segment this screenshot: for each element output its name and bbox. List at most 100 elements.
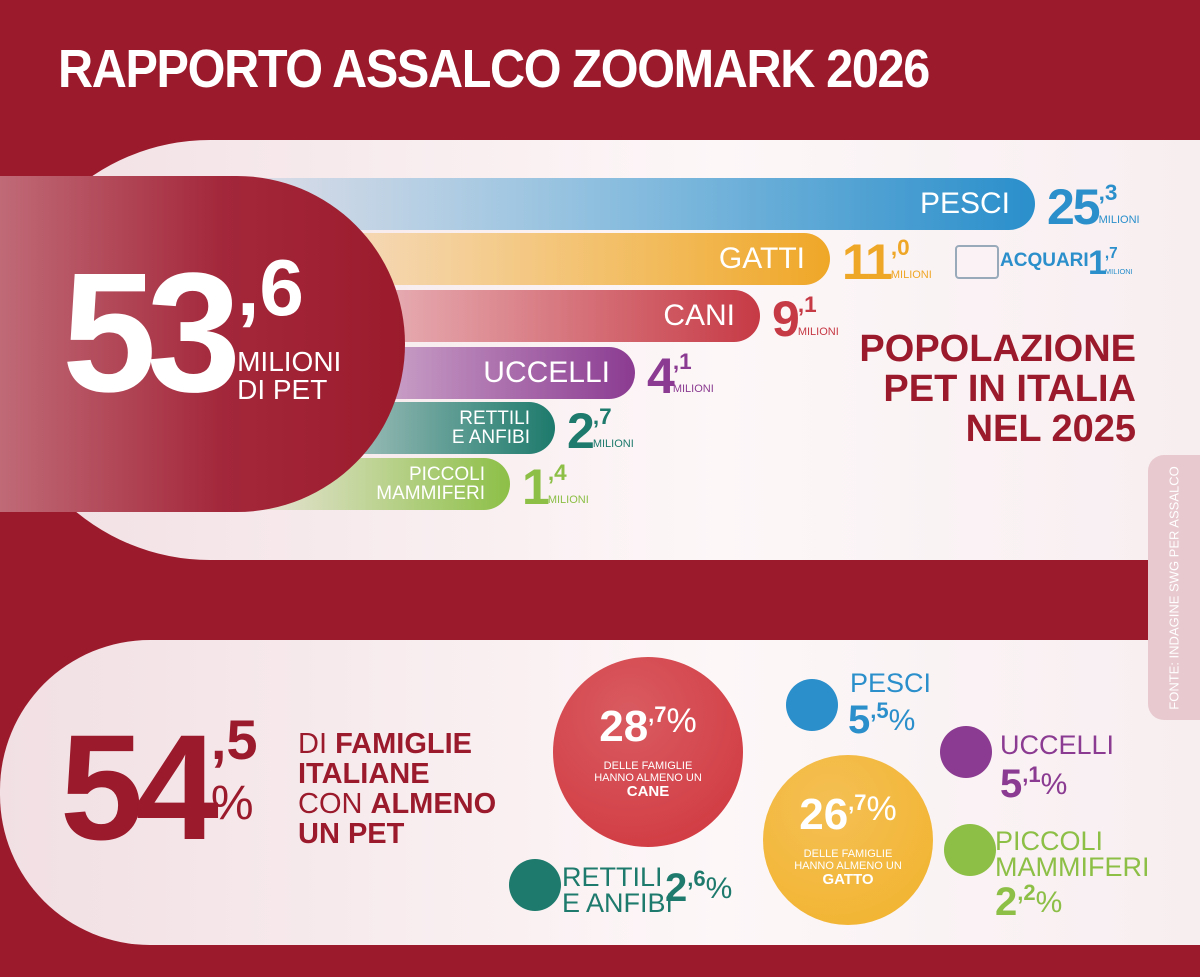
value-side: ,7 MILIONI: [1105, 246, 1133, 276]
circle-percent: %: [866, 790, 897, 829]
families-line: CON ALMENO: [298, 788, 496, 821]
value-whole: 4: [647, 348, 675, 404]
value-decimal: ,3: [1098, 180, 1118, 205]
small-label: MAMMIFERI: [995, 852, 1150, 882]
title: RAPPORTO ASSALCO ZOOMARK 2026: [58, 39, 930, 99]
small-value: 2,6%: [665, 866, 732, 911]
value-whole: 9: [772, 291, 800, 347]
bar-label: PESCI: [260, 178, 1010, 230]
small-decimal: ,6: [687, 866, 706, 891]
families-text: ALMENO: [370, 788, 497, 820]
small-icon: [940, 726, 992, 778]
small-whole: 5: [1000, 762, 1023, 806]
circle-whole: 28: [599, 702, 649, 752]
total-side: ,6 MILIONI DI PET: [237, 248, 341, 404]
value-unit: MILIONI: [890, 268, 932, 281]
value-whole: 2: [567, 403, 595, 459]
circle-value: 26,7%: [799, 790, 897, 840]
bar-label: PICCOLI MAMMIFERI: [260, 458, 485, 510]
value: 1,4 MILIONI: [522, 460, 589, 512]
small-value: 5,5%: [848, 698, 915, 743]
small-label: PESCI: [850, 668, 932, 698]
small-icon: [944, 824, 996, 876]
families-text: ITALIANE: [298, 758, 430, 790]
population-title: POPOLAZIONE: [859, 328, 1136, 370]
value-decimal: ,4: [547, 460, 567, 485]
circle-caption: DELLE FAMIGLIE: [803, 847, 893, 860]
small-label: RETTILI: [562, 862, 663, 892]
circle-animal: GATTO: [822, 871, 874, 889]
value-decimal: ,7: [1104, 245, 1118, 262]
bar-label: CANI: [260, 290, 735, 342]
value: 2,7 MILIONI: [567, 403, 634, 459]
total-whole: 53: [62, 238, 241, 428]
value: 11,0 MILIONI: [842, 234, 932, 290]
value-side: ,1 MILIONI: [797, 292, 839, 338]
bar-label: UCCELLI: [260, 347, 610, 399]
families-text: UN PET: [298, 818, 405, 850]
small-value: 5,1%: [1000, 762, 1067, 807]
circle-decimal: ,7: [848, 790, 867, 816]
small-decimal: ,2: [1017, 880, 1036, 905]
value-whole: 1: [1088, 244, 1107, 282]
value-decimal: ,7: [592, 404, 612, 429]
value-whole: 25: [1047, 179, 1101, 235]
small-whole: 5: [848, 698, 871, 742]
families-text: FAMIGLIE: [335, 728, 473, 760]
bar-label-line: GATTI: [718, 242, 805, 275]
value-decimal: ,0: [890, 235, 910, 260]
families-whole: 54: [60, 703, 219, 871]
bar-label-line: CANI: [663, 299, 735, 332]
bar-label: RETTILI E ANFIBI: [260, 402, 530, 454]
population-title: PET IN ITALIA: [883, 368, 1136, 410]
small-label: PICCOLI: [995, 826, 1104, 856]
bar: [260, 178, 1035, 230]
bar-label: GATTI: [260, 233, 805, 285]
small-label: E ANFIBI: [562, 888, 674, 918]
families-side: ,5%: [211, 712, 258, 828]
circle-caption: HANNO ALMENO UN: [794, 859, 902, 872]
circle-value: 28,7%: [599, 702, 697, 752]
value-unit: MILIONI: [547, 493, 589, 506]
value: 1,7 MILIONI: [1088, 246, 1133, 280]
source-box: [1148, 455, 1200, 720]
circle-caption: DELLE FAMIGLIE: [603, 759, 693, 772]
families-text: DI: [298, 728, 336, 760]
total-shape: [0, 176, 405, 512]
value-side: ,7 MILIONI: [592, 404, 634, 450]
families-line: UN PET: [298, 818, 404, 851]
bar-label-line: RETTILI: [459, 408, 530, 429]
families-value: 54,5%: [60, 703, 258, 871]
aquarium-label: ACQUARI: [1000, 250, 1089, 271]
families-percent: %: [210, 777, 254, 830]
families-text: CON: [298, 788, 371, 820]
bar-label-line: E ANFIBI: [451, 427, 530, 448]
bar-label-line: UCCELLI: [483, 356, 610, 389]
bar-label-line: PICCOLI: [408, 464, 485, 485]
circle-caption: HANNO ALMENO UN: [594, 771, 702, 784]
total: 53,6 MILIONI DI PET: [62, 238, 341, 428]
circle-stat: 26,7% DELLE FAMIGLIE HANNO ALMENO UN GATTO: [763, 755, 933, 925]
small-whole: 2: [665, 866, 688, 910]
families-decimal: ,5: [210, 708, 258, 771]
value-side: ,1 MILIONI: [672, 349, 714, 395]
value: 9,1 MILIONI: [772, 291, 839, 347]
population-title: NEL 2025: [965, 408, 1136, 450]
value-decimal: ,1: [672, 349, 692, 374]
small-whole: 2: [995, 880, 1018, 924]
value-decimal: ,1: [797, 292, 817, 317]
value-side: ,0 MILIONI: [890, 235, 932, 281]
value-whole: 11: [842, 234, 893, 290]
value-side: ,4 MILIONI: [547, 460, 589, 506]
total-line2: DI PET: [237, 374, 328, 405]
bar-label-line: MAMMIFERI: [376, 483, 485, 504]
total-decimal: ,6: [237, 243, 304, 332]
value-unit: MILIONI: [797, 325, 839, 338]
source: FONTE: INDAGINE SWG PER ASSALCO: [1166, 466, 1182, 710]
small-decimal: ,1: [1022, 762, 1041, 787]
circle-percent: %: [666, 702, 697, 741]
families-line: DI FAMIGLIE: [298, 728, 472, 761]
value: 25,3 MILIONI: [1047, 179, 1140, 235]
small-decimal: ,5: [870, 698, 889, 723]
